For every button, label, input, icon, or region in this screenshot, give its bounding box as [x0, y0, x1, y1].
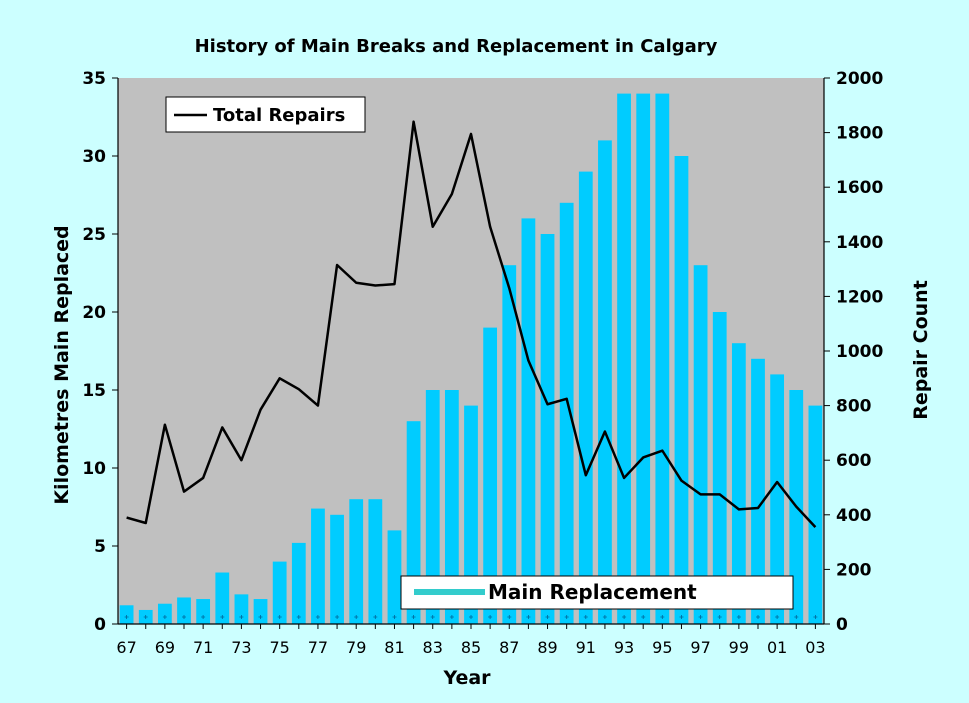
x-tick-label: 99: [729, 638, 749, 657]
right-tick-label: 1600: [836, 178, 883, 198]
bar-77: [311, 509, 325, 624]
bar-81: [388, 530, 402, 624]
bar-80: [368, 499, 382, 624]
y-axis-title-right: Repair Count: [910, 280, 932, 420]
x-tick-label: 79: [346, 638, 366, 657]
right-tick-label: 600: [836, 451, 872, 471]
legend-total-repairs: Total Repairs: [166, 97, 365, 132]
bar-79: [349, 499, 363, 624]
x-tick-label: 75: [269, 638, 289, 657]
x-tick-label: 95: [652, 638, 672, 657]
x-tick-label: 03: [805, 638, 825, 657]
bar-76: [292, 543, 306, 624]
x-tick-label: 93: [614, 638, 634, 657]
chart-title: History of Main Breaks and Replacement i…: [195, 36, 718, 57]
bar-03: [809, 406, 823, 624]
x-tick-label: 67: [116, 638, 136, 657]
right-tick-label: 0: [836, 615, 848, 635]
x-tick-label: 73: [231, 638, 251, 657]
left-tick-label: 10: [82, 459, 106, 479]
left-tick-label: 30: [82, 147, 106, 167]
bar-75: [273, 562, 287, 624]
x-tick-label: 83: [423, 638, 443, 657]
bar-96: [675, 156, 689, 624]
right-tick-label: 2000: [836, 69, 883, 89]
x-tick-label: 97: [690, 638, 710, 657]
right-tick-label: 200: [836, 560, 872, 580]
bar-70: [177, 597, 191, 624]
left-tick-label: 20: [82, 303, 106, 323]
x-tick-label: 85: [461, 638, 481, 657]
right-tick-label: 800: [836, 397, 872, 417]
bar-67: [120, 605, 134, 624]
legend-bar-label: Main Replacement: [488, 580, 697, 604]
bar-87: [502, 265, 516, 624]
bar-89: [541, 234, 555, 624]
right-tick-label: 400: [836, 506, 872, 526]
bar-93: [617, 94, 631, 624]
legend-bar-swatch: [414, 589, 485, 595]
legend-main-replacement: Main Replacement: [401, 576, 793, 609]
x-axis-title: Year: [442, 667, 491, 689]
x-tick-label: 01: [767, 638, 787, 657]
bar-78: [330, 515, 344, 624]
right-tick-label: 1200: [836, 287, 883, 307]
left-tick-label: 35: [82, 69, 106, 89]
left-tick-label: 5: [94, 537, 106, 557]
right-tick-label: 1000: [836, 342, 883, 362]
bar-69: [158, 604, 172, 624]
bar-74: [254, 599, 268, 624]
x-tick-label: 69: [155, 638, 175, 657]
bar-88: [522, 218, 536, 624]
right-tick-label: 1400: [836, 233, 883, 253]
right-tick-label: 1800: [836, 124, 883, 144]
x-tick-label: 77: [308, 638, 328, 657]
y-axis-title-left: Kilometres Main Replaced: [51, 225, 73, 504]
bar-71: [196, 599, 210, 624]
x-tick-label: 87: [499, 638, 519, 657]
bar-92: [598, 140, 612, 624]
left-tick-label: 25: [82, 225, 106, 245]
x-tick-label: 71: [193, 638, 213, 657]
legend-line-label: Total Repairs: [213, 105, 345, 126]
x-tick-label: 89: [537, 638, 557, 657]
x-tick-label: 81: [384, 638, 404, 657]
bar-73: [235, 594, 249, 624]
bar-97: [694, 265, 708, 624]
bar-94: [636, 94, 650, 624]
bar-95: [655, 94, 669, 624]
x-tick-label: 91: [576, 638, 596, 657]
bar-91: [579, 172, 593, 624]
left-tick-label: 0: [94, 615, 106, 635]
left-tick-label: 15: [82, 381, 106, 401]
